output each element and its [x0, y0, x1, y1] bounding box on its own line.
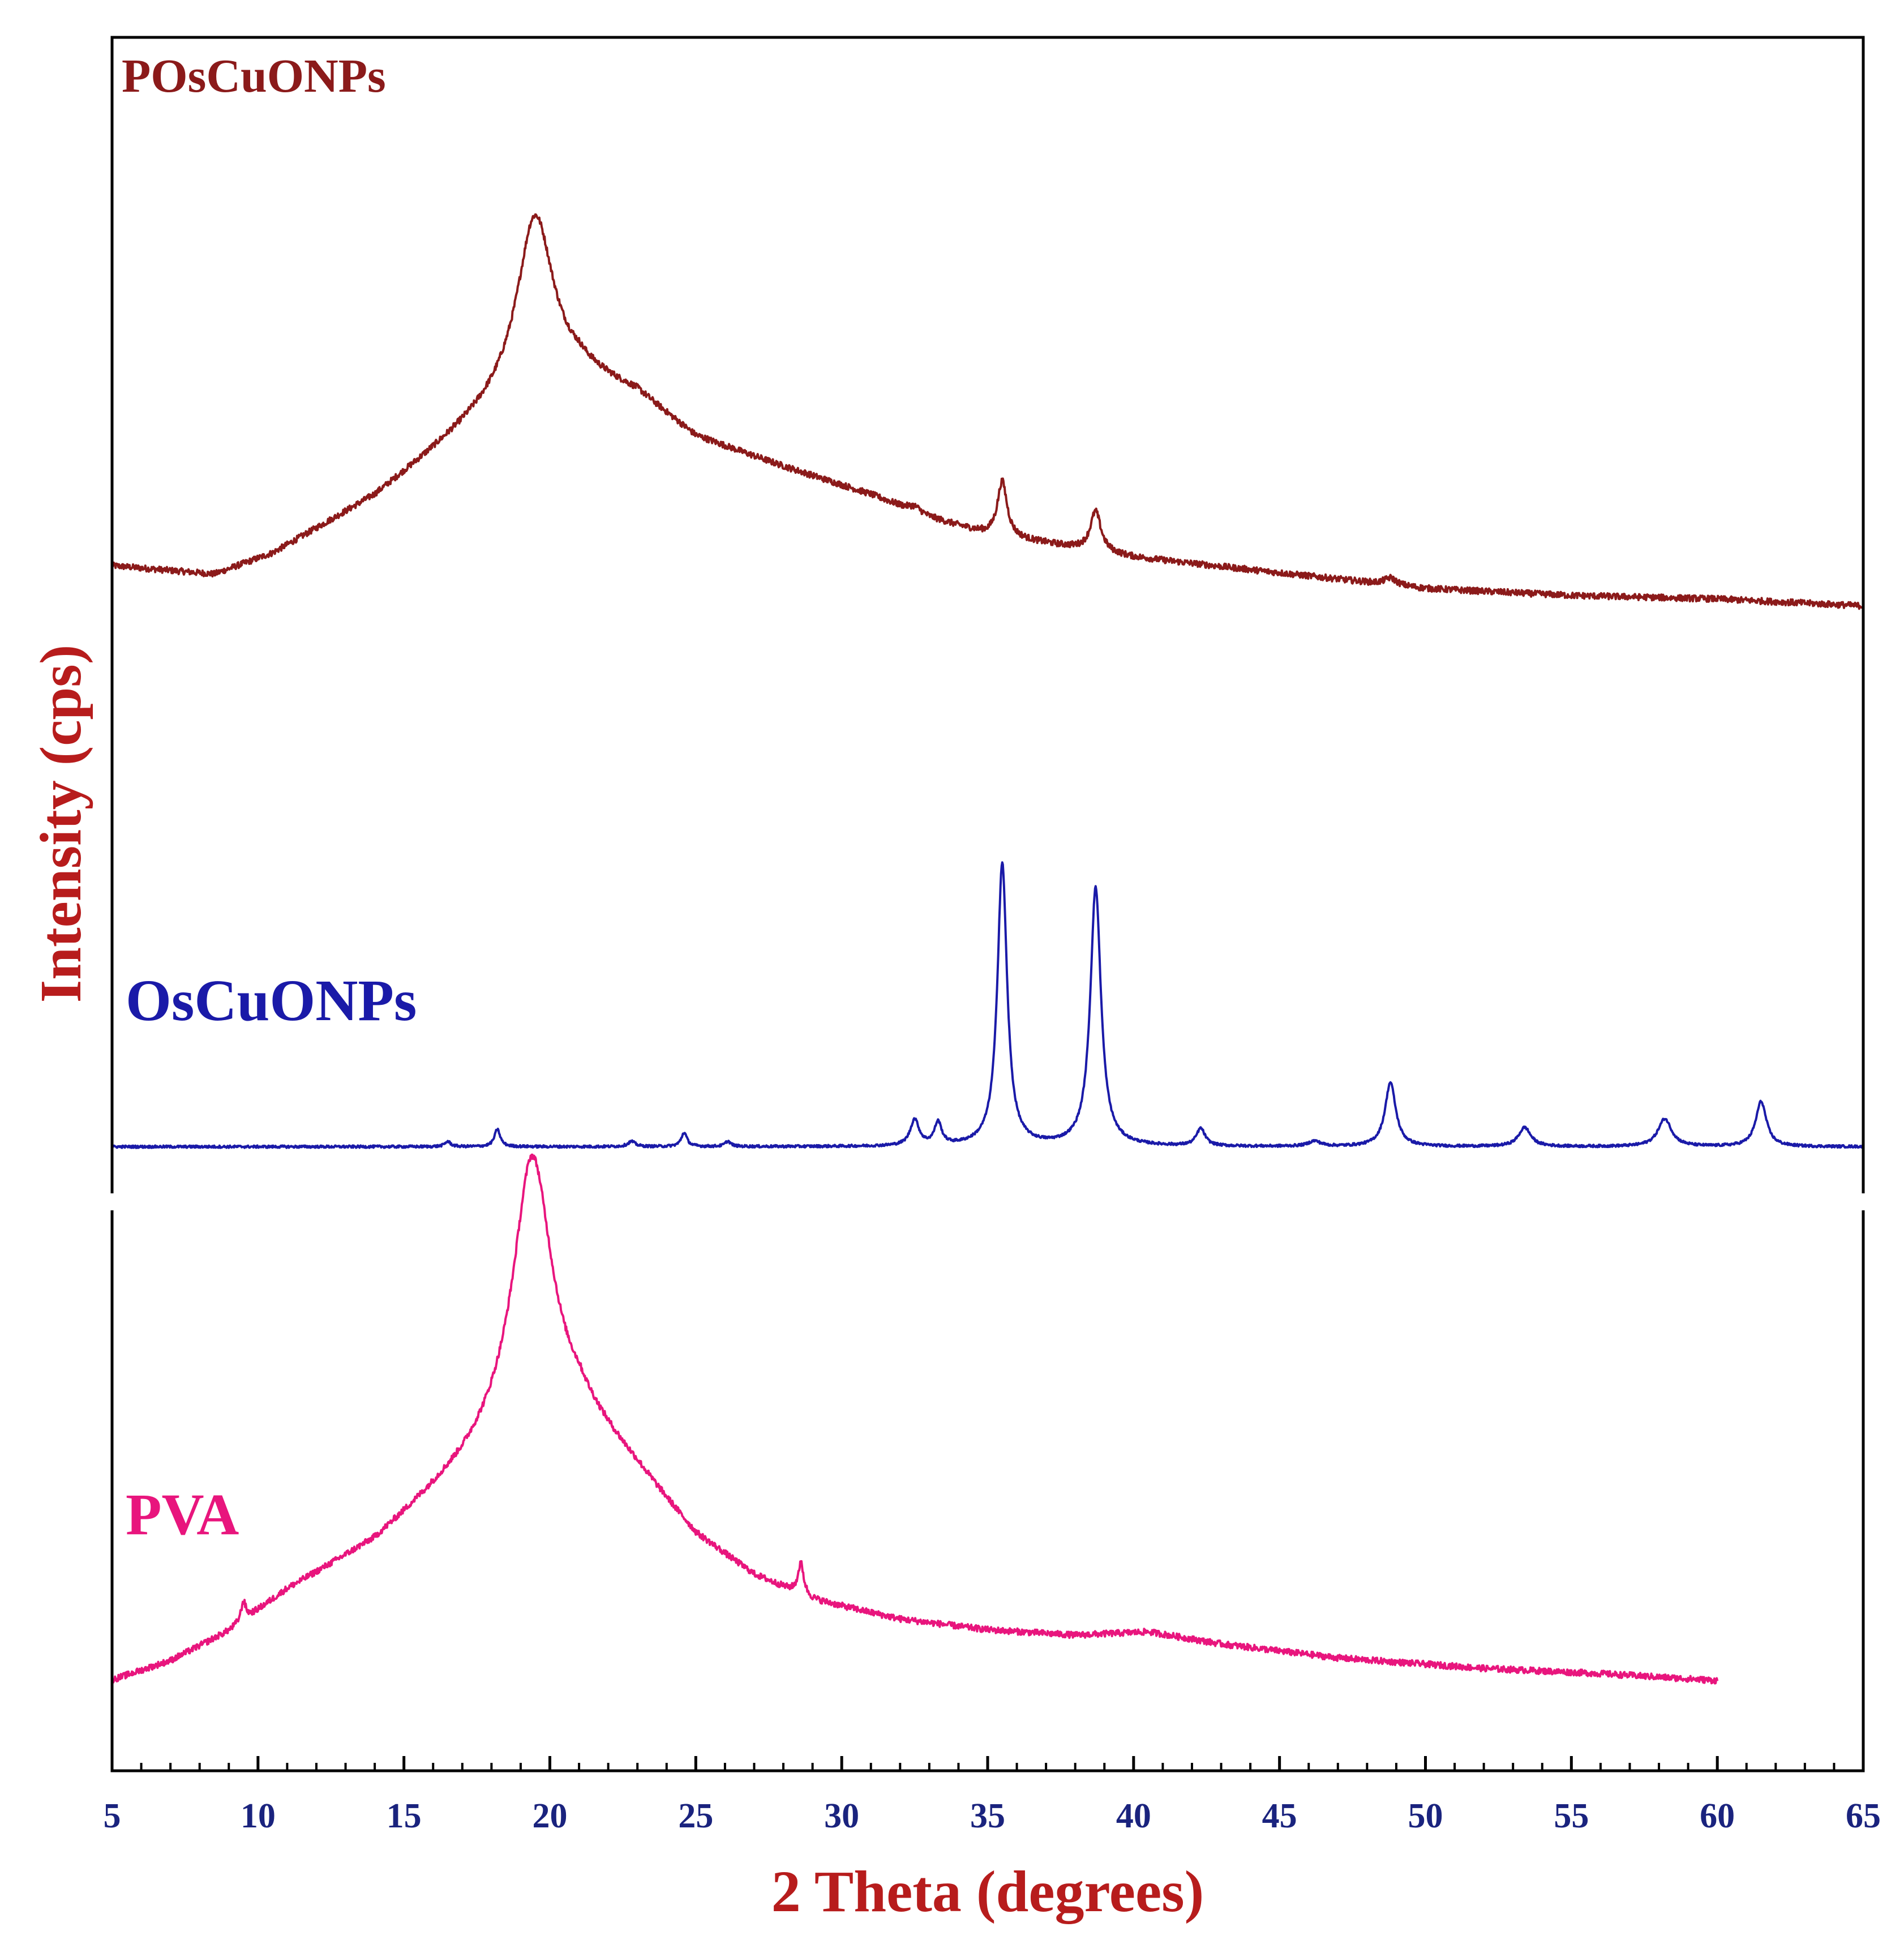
series-label-oscuonps: OsCuONPs — [126, 968, 417, 1033]
y-axis-title: Intensity (cps) — [28, 645, 93, 1003]
x-tick-label: 55 — [1554, 1797, 1589, 1835]
series-label-poscuonps: POsCuONPs — [122, 50, 386, 102]
x-tick-label: 15 — [387, 1797, 422, 1835]
x-tick-label: 25 — [678, 1797, 713, 1835]
x-tick-label: 60 — [1700, 1797, 1735, 1835]
plot-frame — [110, 36, 1865, 1772]
series-line-poscuonps — [111, 213, 1864, 610]
series-layer — [111, 213, 1864, 1685]
x-tick-label: 40 — [1116, 1797, 1151, 1835]
series-line-oscuonps — [112, 861, 1864, 1149]
x-tick-label: 10 — [241, 1797, 276, 1835]
x-axis-title: 2 Theta (degrees) — [771, 1859, 1204, 1924]
x-tick-label: 50 — [1408, 1797, 1443, 1835]
x-tick-label: 20 — [533, 1797, 568, 1835]
series-label-pva: PVA — [126, 1482, 239, 1547]
series-line-pva — [111, 1153, 1719, 1685]
x-tick-label: 65 — [1846, 1797, 1881, 1835]
x-tick-label: 30 — [824, 1797, 859, 1835]
frame-gap-right — [1861, 1193, 1866, 1210]
x-tick-label: 35 — [970, 1797, 1005, 1835]
x-ticks: 5 10 15 20 25 30 35 40 45 50 55 60 65 — [104, 1756, 1881, 1835]
frame-gap-left — [110, 1193, 115, 1210]
x-tick-label: 5 — [104, 1797, 121, 1835]
x-tick-label: 45 — [1262, 1797, 1297, 1835]
